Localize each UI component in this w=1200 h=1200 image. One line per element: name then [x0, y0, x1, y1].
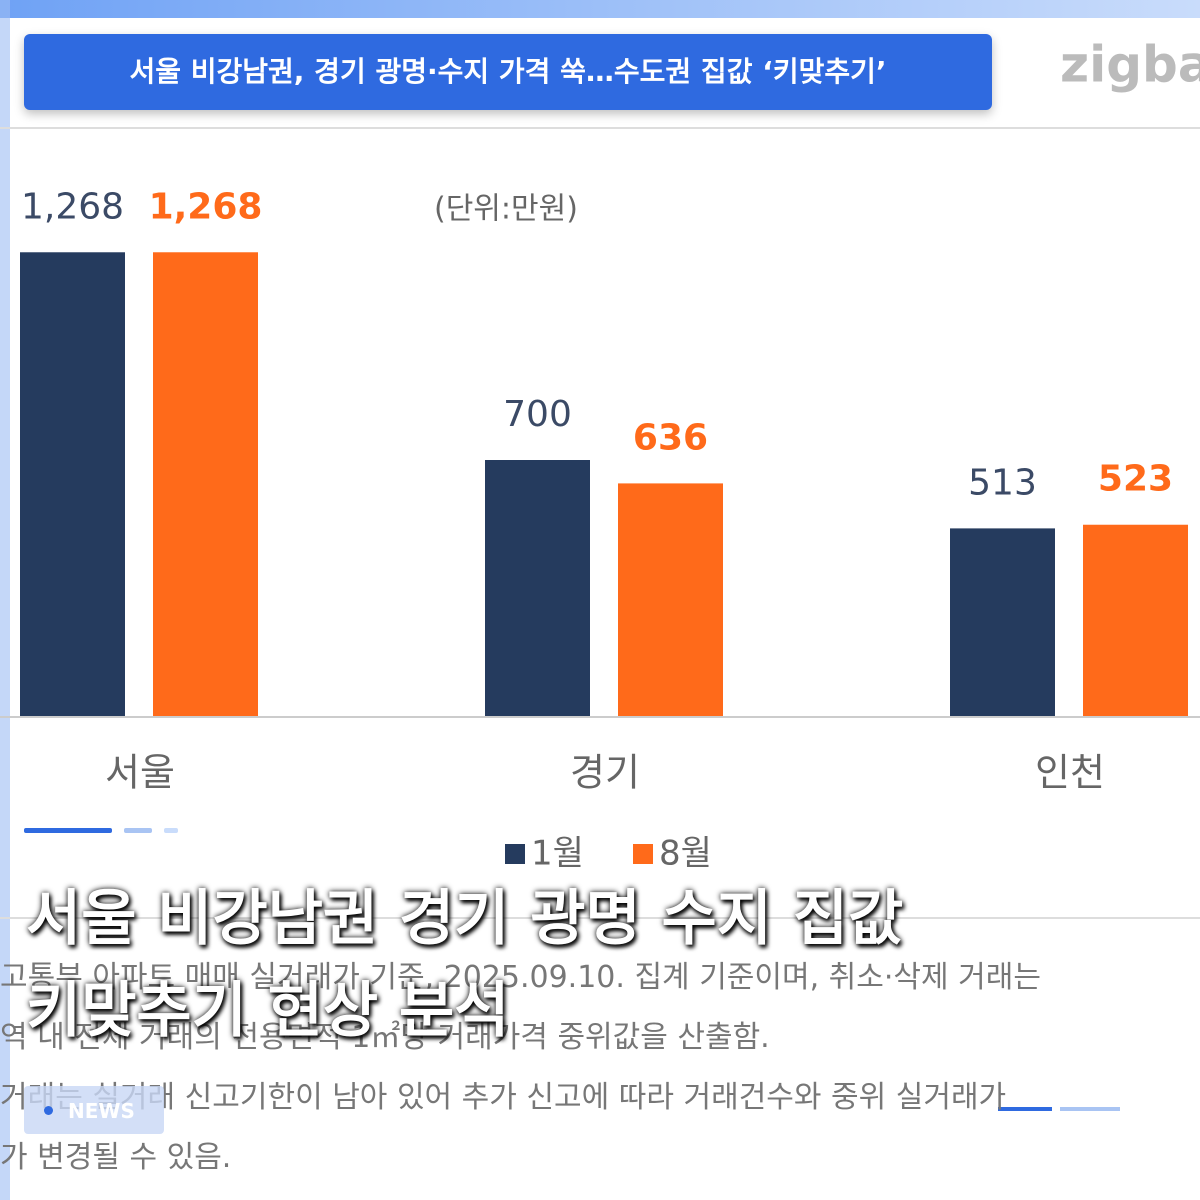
x-tick-label: 인천	[1035, 751, 1105, 795]
bar	[1083, 524, 1188, 716]
carousel-dot	[164, 828, 178, 833]
banner: 서울 비강남권, 경기 광명·수지 가격 쑥…수도권 집값 ‘키맞추기’	[24, 34, 992, 110]
headline: 서울 비강남권 경기 광명 수지 집값	[26, 884, 904, 954]
legend-swatch	[505, 844, 525, 864]
top-strip	[0, 0, 1200, 18]
legend-label: 1월	[531, 834, 584, 874]
value-label: 700	[503, 394, 572, 435]
value-label: 513	[968, 462, 1037, 503]
footnote: 거래는 실거래 신고기한이 남아 있어 추가 신고에 따라 거래건수와 중위 실…	[0, 1080, 1007, 1115]
value-label: 523	[1098, 459, 1173, 500]
carousel-dot	[124, 828, 152, 833]
page-indicator	[998, 1107, 1052, 1111]
x-tick-label: 경기	[570, 751, 640, 795]
footnote: 가 변경될 수 있음.	[0, 1140, 232, 1175]
carousel-dot	[24, 828, 112, 833]
bar	[950, 528, 1055, 716]
footnote: 역 내 전체 거래의 전용면적 1㎡당 거래가격 중위값을 산출함.	[0, 1020, 770, 1055]
logo: zigbang	[1060, 36, 1200, 94]
legend-label: 8월	[659, 834, 712, 874]
bar	[618, 483, 723, 716]
news-badge: NEWS	[24, 1086, 164, 1134]
legend-swatch	[633, 844, 653, 864]
unit-label: (단위:만원)	[434, 192, 578, 227]
x-tick-label: 서울	[105, 751, 175, 795]
footnote: 고통부 아파트 매매 실거래가 기준, 2025.09.10. 집계 기준이며,…	[0, 960, 1041, 995]
value-label: 1,268	[149, 186, 263, 227]
bar	[485, 460, 590, 716]
left-strip	[0, 0, 10, 1200]
value-label: 636	[633, 417, 708, 458]
headline: 키맞추기 현상 분석	[26, 976, 510, 1046]
bar	[153, 252, 258, 716]
value-label: 1,268	[21, 186, 124, 227]
bar	[20, 252, 125, 716]
page-indicator	[1060, 1107, 1120, 1111]
